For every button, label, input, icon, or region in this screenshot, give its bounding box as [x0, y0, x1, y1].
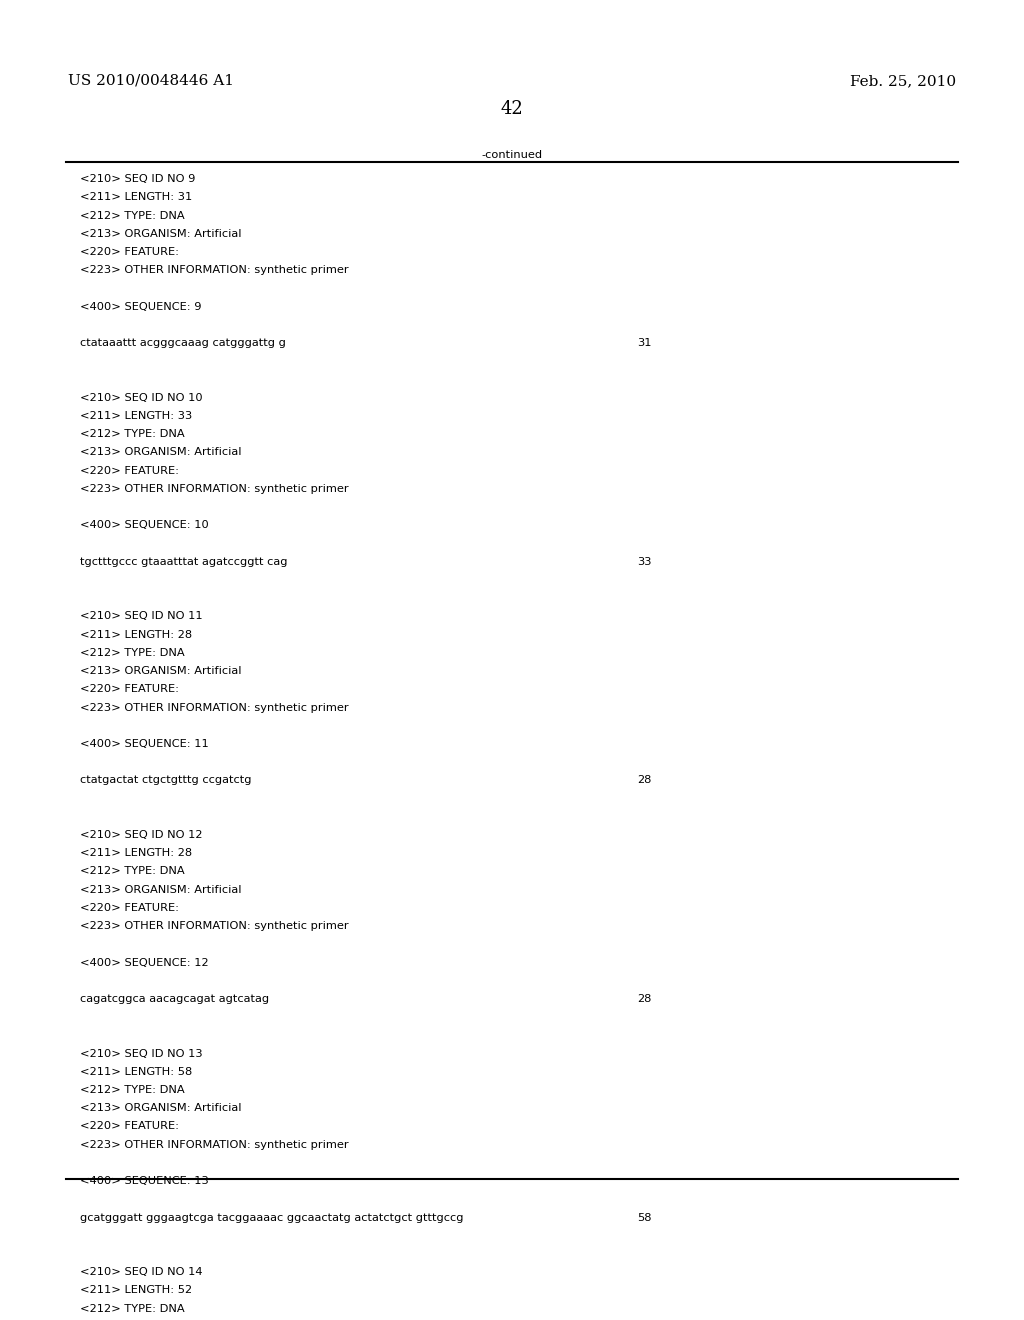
Text: 42: 42 — [501, 100, 523, 119]
Text: <211> LENGTH: 33: <211> LENGTH: 33 — [80, 411, 193, 421]
Text: <213> ORGANISM: Artificial: <213> ORGANISM: Artificial — [80, 447, 242, 458]
Text: <220> FEATURE:: <220> FEATURE: — [80, 684, 179, 694]
Text: <213> ORGANISM: Artificial: <213> ORGANISM: Artificial — [80, 667, 242, 676]
Text: <213> ORGANISM: Artificial: <213> ORGANISM: Artificial — [80, 228, 242, 239]
Text: <212> TYPE: DNA: <212> TYPE: DNA — [80, 211, 184, 220]
Text: Feb. 25, 2010: Feb. 25, 2010 — [850, 74, 956, 88]
Text: <210> SEQ ID NO 11: <210> SEQ ID NO 11 — [80, 611, 203, 622]
Text: <212> TYPE: DNA: <212> TYPE: DNA — [80, 648, 184, 657]
Text: <220> FEATURE:: <220> FEATURE: — [80, 247, 179, 257]
Text: <220> FEATURE:: <220> FEATURE: — [80, 903, 179, 913]
Text: 28: 28 — [637, 775, 651, 785]
Text: <211> LENGTH: 31: <211> LENGTH: 31 — [80, 193, 193, 202]
Text: <223> OTHER INFORMATION: synthetic primer: <223> OTHER INFORMATION: synthetic prime… — [80, 484, 348, 494]
Text: ctatgactat ctgctgtttg ccgatctg: ctatgactat ctgctgtttg ccgatctg — [80, 775, 251, 785]
Text: <223> OTHER INFORMATION: synthetic primer: <223> OTHER INFORMATION: synthetic prime… — [80, 921, 348, 931]
Text: 28: 28 — [637, 994, 651, 1005]
Text: <400> SEQUENCE: 12: <400> SEQUENCE: 12 — [80, 957, 209, 968]
Text: <210> SEQ ID NO 10: <210> SEQ ID NO 10 — [80, 393, 203, 403]
Text: 31: 31 — [637, 338, 651, 348]
Text: <400> SEQUENCE: 11: <400> SEQUENCE: 11 — [80, 739, 209, 748]
Text: <210> SEQ ID NO 13: <210> SEQ ID NO 13 — [80, 1048, 203, 1059]
Text: 58: 58 — [637, 1213, 651, 1222]
Text: <212> TYPE: DNA: <212> TYPE: DNA — [80, 866, 184, 876]
Text: <212> TYPE: DNA: <212> TYPE: DNA — [80, 1085, 184, 1096]
Text: <212> TYPE: DNA: <212> TYPE: DNA — [80, 429, 184, 440]
Text: gcatgggatt gggaagtcga tacggaaaac ggcaactatg actatctgct gtttgccg: gcatgggatt gggaagtcga tacggaaaac ggcaact… — [80, 1213, 464, 1222]
Text: <223> OTHER INFORMATION: synthetic primer: <223> OTHER INFORMATION: synthetic prime… — [80, 702, 348, 713]
Text: <212> TYPE: DNA: <212> TYPE: DNA — [80, 1304, 184, 1313]
Text: <223> OTHER INFORMATION: synthetic primer: <223> OTHER INFORMATION: synthetic prime… — [80, 1139, 348, 1150]
Text: US 2010/0048446 A1: US 2010/0048446 A1 — [68, 74, 233, 88]
Text: ctataaattt acgggcaaag catgggattg g: ctataaattt acgggcaaag catgggattg g — [80, 338, 286, 348]
Text: <213> ORGANISM: Artificial: <213> ORGANISM: Artificial — [80, 884, 242, 895]
Text: <400> SEQUENCE: 13: <400> SEQUENCE: 13 — [80, 1176, 209, 1187]
Text: <213> ORGANISM: Artificial: <213> ORGANISM: Artificial — [80, 1104, 242, 1113]
Text: <210> SEQ ID NO 12: <210> SEQ ID NO 12 — [80, 830, 203, 840]
Text: cagatcggca aacagcagat agtcatag: cagatcggca aacagcagat agtcatag — [80, 994, 269, 1005]
Text: tgctttgccc gtaaatttat agatccggtt cag: tgctttgccc gtaaatttat agatccggtt cag — [80, 557, 288, 566]
Text: 33: 33 — [637, 557, 651, 566]
Text: <210> SEQ ID NO 9: <210> SEQ ID NO 9 — [80, 174, 196, 185]
Text: <211> LENGTH: 28: <211> LENGTH: 28 — [80, 849, 191, 858]
Text: <220> FEATURE:: <220> FEATURE: — [80, 466, 179, 475]
Text: <211> LENGTH: 52: <211> LENGTH: 52 — [80, 1286, 191, 1295]
Text: <223> OTHER INFORMATION: synthetic primer: <223> OTHER INFORMATION: synthetic prime… — [80, 265, 348, 276]
Text: <210> SEQ ID NO 14: <210> SEQ ID NO 14 — [80, 1267, 203, 1278]
Text: -continued: -continued — [481, 150, 543, 161]
Text: <400> SEQUENCE: 10: <400> SEQUENCE: 10 — [80, 520, 209, 531]
Text: <211> LENGTH: 58: <211> LENGTH: 58 — [80, 1067, 193, 1077]
Text: <400> SEQUENCE: 9: <400> SEQUENCE: 9 — [80, 302, 202, 312]
Text: <220> FEATURE:: <220> FEATURE: — [80, 1122, 179, 1131]
Text: <211> LENGTH: 28: <211> LENGTH: 28 — [80, 630, 191, 640]
